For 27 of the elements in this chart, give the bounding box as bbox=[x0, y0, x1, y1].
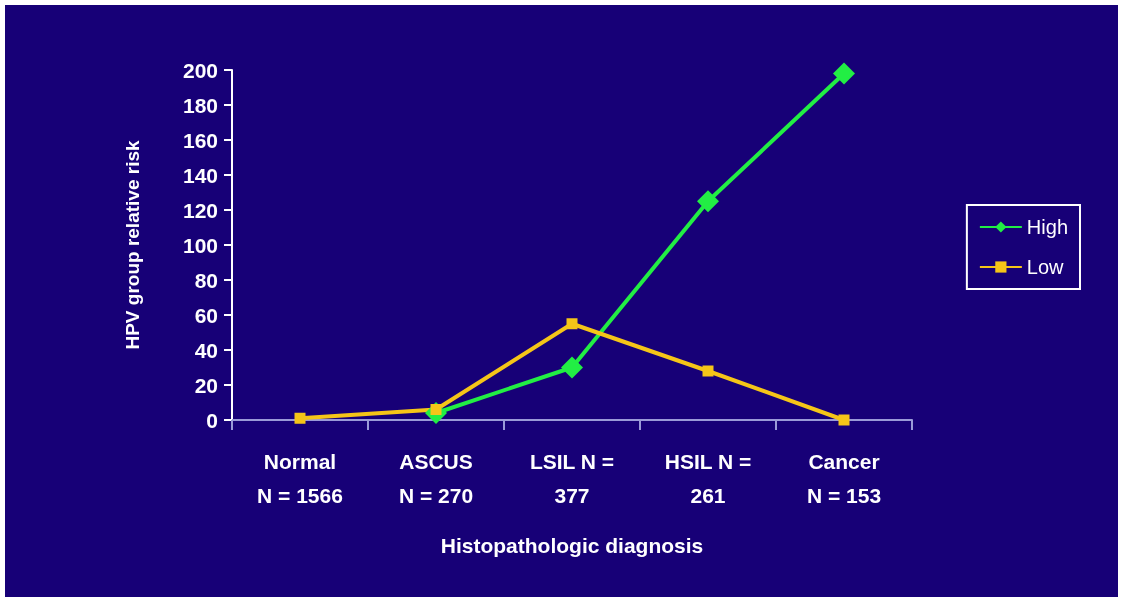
y-tick-label: 180 bbox=[182, 93, 218, 117]
x-tick-label: HSIL N = 261 bbox=[664, 449, 752, 507]
point bbox=[697, 190, 719, 213]
y-axis-title: HPV group relative risk bbox=[122, 140, 143, 350]
point bbox=[833, 62, 855, 85]
x-tick-label: LSIL N = 377 bbox=[529, 449, 615, 507]
y-tick-label: 120 bbox=[182, 198, 218, 222]
y-tick-label: 60 bbox=[194, 303, 218, 327]
y-tick-label: 160 bbox=[182, 128, 218, 152]
y-tick-label: 20 bbox=[194, 373, 218, 397]
y-tick-label: 100 bbox=[182, 233, 218, 257]
x-tick-label: ASCUS N = 270 bbox=[398, 449, 474, 507]
legend-label: High bbox=[1026, 216, 1069, 238]
x-tick-label: Normal N = 1566 bbox=[257, 449, 343, 507]
point bbox=[294, 412, 306, 424]
y-tick-label: 80 bbox=[194, 268, 218, 292]
legend-label: Low bbox=[1026, 256, 1065, 278]
point bbox=[561, 356, 583, 379]
point bbox=[838, 414, 850, 426]
point bbox=[702, 365, 714, 377]
x-axis-title: Histopathologic diagnosis bbox=[440, 534, 704, 557]
y-tick-label: 0 bbox=[206, 408, 218, 432]
y-tick-label: 140 bbox=[182, 163, 218, 187]
point bbox=[566, 318, 578, 330]
x-tick-label: Cancer N = 153 bbox=[806, 449, 882, 507]
y-tick-label: 40 bbox=[194, 338, 218, 362]
y-tick-label: 200 bbox=[182, 58, 218, 82]
